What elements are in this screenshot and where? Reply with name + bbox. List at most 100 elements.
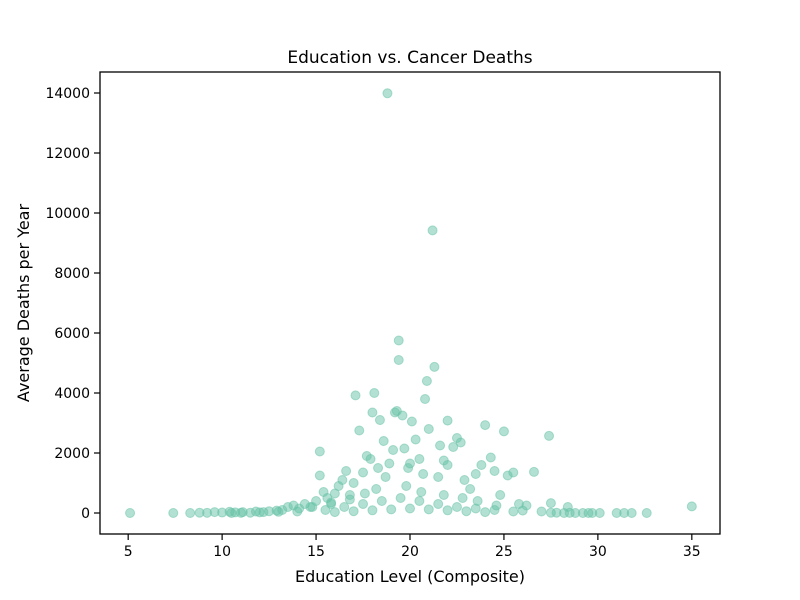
data-point [480, 420, 491, 431]
data-point [320, 505, 331, 515]
data-point [423, 504, 434, 515]
y-axis-title: Average Deaths per Year [14, 204, 33, 403]
data-point [442, 460, 453, 470]
y-tick-label: 10000 [45, 206, 90, 222]
data-point [354, 425, 365, 436]
data-point [341, 466, 352, 476]
data-point [235, 507, 246, 518]
data-point [348, 506, 359, 517]
y-tick-label: 4000 [54, 386, 90, 402]
data-point [476, 460, 487, 470]
x-axis-title: Education Level (Composite) [295, 567, 525, 586]
x-tick-label: 30 [589, 544, 607, 560]
data-point [442, 415, 453, 426]
data-point [337, 475, 348, 485]
data-point [405, 503, 415, 514]
data-point [448, 442, 459, 452]
data-point [495, 490, 506, 500]
y-tick-label: 14000 [45, 86, 90, 102]
data-point [480, 507, 491, 518]
data-point [344, 494, 355, 505]
y-tick-label: 12000 [45, 146, 90, 162]
data-point [393, 335, 404, 346]
data-point [416, 487, 427, 497]
data-point [307, 502, 318, 512]
data-point [367, 407, 378, 418]
data-point [470, 469, 481, 479]
data-point [388, 445, 399, 455]
data-point [421, 376, 432, 386]
data-point [185, 508, 196, 518]
data-point [489, 466, 500, 476]
data-point [371, 484, 382, 494]
data-point [410, 434, 421, 445]
data-point [414, 454, 425, 464]
x-tick-label: 15 [307, 544, 325, 560]
data-point [686, 501, 697, 512]
data-point [626, 508, 637, 518]
y-tick-label: 0 [81, 506, 90, 522]
data-point [457, 493, 468, 503]
y-axis-ticks: 0 2000 4000 6000 8000 10000 12000 14000 [45, 86, 100, 522]
data-point [314, 446, 325, 457]
data-point [367, 505, 378, 516]
chart-title: Education vs. Cancer Deaths [287, 48, 532, 68]
data-point [401, 481, 412, 491]
data-point [545, 507, 556, 518]
data-point [326, 497, 337, 508]
data-point [226, 508, 237, 518]
data-point [348, 478, 359, 488]
data-point [465, 484, 476, 494]
data-point [455, 437, 466, 448]
data-point [517, 505, 528, 516]
x-tick-label: 25 [495, 544, 513, 560]
data-point [350, 390, 361, 401]
data-point [529, 466, 539, 477]
data-point [442, 505, 453, 516]
data-point [461, 506, 472, 517]
data-point [292, 506, 303, 517]
data-point [376, 496, 387, 506]
data-point [433, 472, 444, 482]
x-tick-label: 20 [401, 544, 419, 560]
data-point [491, 500, 502, 511]
points-layer [125, 88, 697, 518]
data-point [564, 507, 575, 518]
data-point [435, 440, 446, 451]
data-point [339, 502, 350, 512]
x-tick-label: 10 [213, 544, 231, 560]
data-point [399, 443, 410, 454]
x-tick-label: 5 [124, 544, 133, 560]
y-tick-label: 2000 [54, 446, 90, 462]
data-point [498, 426, 509, 437]
data-point [358, 499, 369, 509]
data-point [329, 507, 340, 518]
data-point [125, 508, 136, 518]
data-point [414, 496, 425, 506]
data-point [508, 467, 519, 478]
data-point [365, 454, 376, 464]
data-point [358, 467, 369, 478]
y-tick-label: 6000 [54, 326, 90, 342]
data-point [314, 470, 325, 481]
y-tick-label: 8000 [54, 266, 90, 282]
data-point [423, 424, 434, 434]
data-point [406, 416, 417, 427]
data-point [472, 496, 483, 506]
data-point [359, 488, 370, 499]
data-point [380, 472, 391, 482]
data-point [641, 508, 652, 518]
data-point [545, 498, 556, 509]
data-point [544, 430, 555, 441]
data-point [536, 506, 547, 517]
data-point [429, 361, 440, 372]
data-point [427, 225, 438, 236]
data-point [373, 463, 384, 473]
data-point [485, 452, 496, 463]
data-point [273, 506, 284, 517]
data-point [418, 469, 429, 479]
data-point [508, 506, 519, 517]
x-tick-label: 35 [683, 544, 701, 560]
